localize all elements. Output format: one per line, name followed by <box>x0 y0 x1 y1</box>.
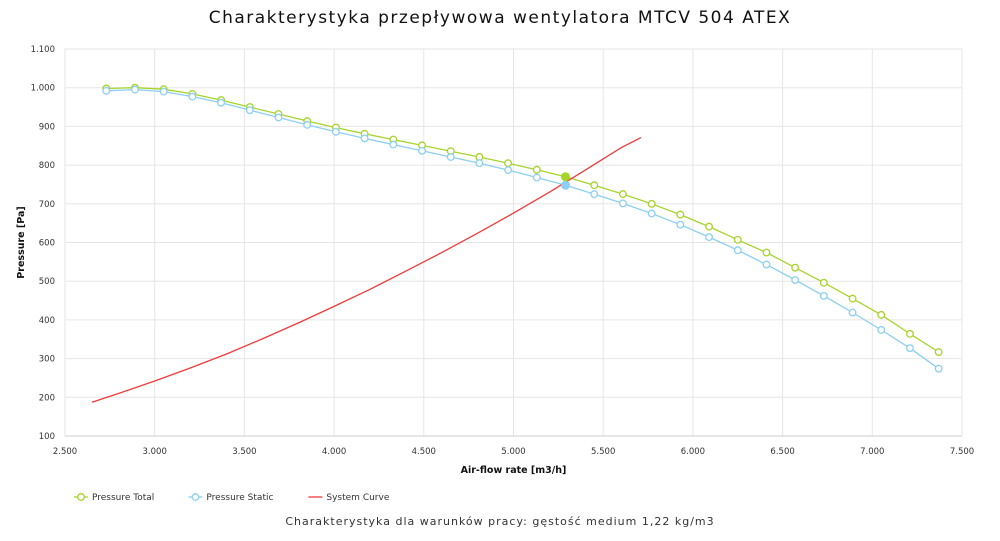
x-tick-label: 7.000 <box>860 447 884 457</box>
pressure-static-point <box>102 86 111 95</box>
pressure-static-point <box>303 120 312 129</box>
pressure-static-point <box>705 233 713 242</box>
pressure-total-point <box>791 263 800 272</box>
y-tick-label: 900 <box>39 122 55 132</box>
x-tick-label: 4.000 <box>322 447 346 457</box>
pressure-total-point <box>934 348 943 356</box>
x-tick-label: 6.500 <box>770 447 794 457</box>
pressure-static-point <box>877 326 886 334</box>
pressure-total-point <box>676 210 685 219</box>
y-tick-label: 200 <box>39 393 55 403</box>
pressure-total-point <box>647 199 656 208</box>
x-tick-label: 5.500 <box>591 447 615 457</box>
x-tick-label: 5.000 <box>501 447 525 457</box>
pressure-static-point <box>360 134 369 143</box>
pressure-total-point <box>819 278 828 287</box>
pressure-total-point <box>877 310 886 319</box>
pressure-total-point <box>848 294 857 303</box>
legend-pressure-static-label: Pressure Static <box>206 493 273 503</box>
pressure-static-point <box>906 344 914 353</box>
pressure-static-line <box>106 88 940 370</box>
pressure-static-point <box>532 173 541 182</box>
legend-pressure-total-label: Pressure Total <box>92 493 154 503</box>
pressure-static-point <box>188 92 197 101</box>
y-tick-label: 100 <box>39 432 55 442</box>
pressure-static-point <box>389 140 398 149</box>
pressure-static-point <box>590 190 599 199</box>
pressure-static-point <box>733 246 742 255</box>
legend-pressure-static-marker <box>191 493 200 501</box>
y-tick-label: 700 <box>39 200 55 210</box>
pressure-static-point <box>647 209 656 218</box>
y-tick-label: 300 <box>39 355 55 365</box>
pressure-static-point <box>331 127 340 136</box>
y-tick-label: 800 <box>39 161 55 171</box>
pressure-total-point <box>618 190 627 199</box>
pressure-static-point <box>762 260 771 269</box>
pressure-total-line <box>106 87 940 353</box>
pressure-static-point <box>245 106 254 115</box>
pressure-static-point <box>848 308 857 317</box>
pressure-total-point <box>733 235 742 244</box>
y-axis-title: Pressure [Pa] <box>16 206 27 278</box>
pressure-static-point <box>819 291 828 300</box>
pressure-static-point <box>618 199 627 208</box>
pressure-total-point <box>906 329 914 338</box>
pressure-total-point <box>590 181 599 190</box>
x-axis-title: Air-flow rate [m3/h] <box>461 465 567 476</box>
operating-point-static <box>561 180 571 190</box>
pressure-static-point <box>217 98 226 107</box>
pressure-static-point <box>418 146 426 155</box>
system-curve-line <box>91 137 642 403</box>
pressure-static-point <box>274 113 283 122</box>
pressure-total-point <box>504 159 513 168</box>
chart-title: Charakterystyka przepływowa wentylatora … <box>208 8 792 28</box>
pressure-static-point <box>131 85 139 94</box>
series-layer <box>91 83 943 403</box>
x-tick-label: 2.500 <box>53 447 77 457</box>
x-tick-label: 6.000 <box>681 447 705 457</box>
pressure-static-point <box>159 87 168 96</box>
y-tick-label: 400 <box>39 316 55 326</box>
x-tick-label: 3.500 <box>232 447 256 457</box>
pressure-total-point <box>762 248 771 257</box>
pressure-static-point <box>676 220 685 229</box>
y-tick-label: 500 <box>39 277 55 287</box>
y-tick-label: 1.100 <box>31 45 55 55</box>
legend-pressure-total-marker <box>77 493 85 501</box>
pressure-static-point <box>791 276 800 284</box>
pressure-static-point <box>446 153 455 161</box>
pressure-static-point <box>475 159 484 168</box>
axes-layer: 2.500 3.000 3.500 4.000 4.500 5.000 5.500 6.000… <box>16 45 974 476</box>
x-tick-label: 4.500 <box>412 447 436 457</box>
pressure-total-point <box>532 165 541 174</box>
x-tick-label: 7.500 <box>950 447 974 457</box>
pressure-total-point <box>705 222 713 231</box>
operating-point-total <box>561 172 571 182</box>
pressure-static-point <box>504 166 513 175</box>
grid-layer <box>64 48 963 437</box>
y-tick-label: 600 <box>39 239 55 249</box>
legend-system-curve-label: System Curve <box>326 493 389 503</box>
legend: Pressure Total Pressure Static System Curv… <box>74 493 390 503</box>
y-tick-label: 1.000 <box>31 84 55 94</box>
pressure-static-point <box>934 364 943 373</box>
chart-subtitle: Charakterystyka dla warunków pracy: gęst… <box>285 515 715 528</box>
x-tick-label: 3.000 <box>143 447 167 457</box>
